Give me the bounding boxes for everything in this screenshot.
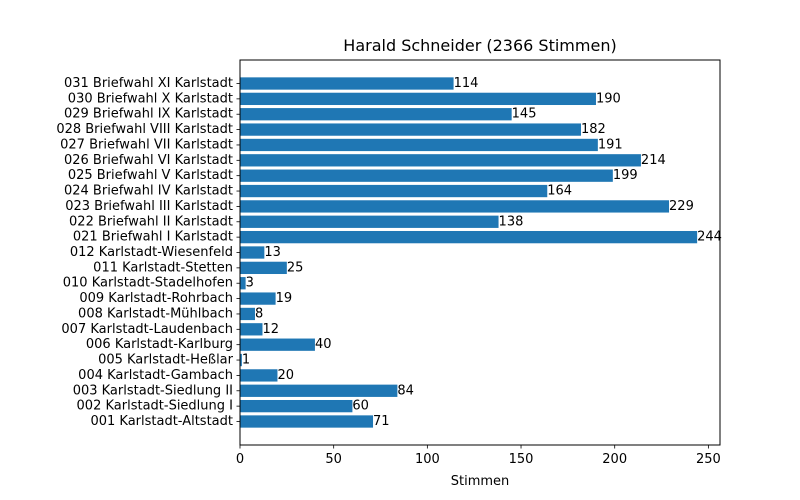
- data-label: 191: [598, 137, 623, 152]
- plot-frame: [239, 59, 721, 446]
- y-tick-label: 031 Briefwahl XI Karlstadt: [64, 76, 233, 91]
- bar: [240, 77, 454, 90]
- data-label: 12: [262, 322, 279, 337]
- bar: [240, 215, 499, 228]
- bar: [240, 323, 263, 336]
- bar: [240, 92, 596, 106]
- data-label: 164: [547, 184, 572, 199]
- x-tick-label: 50: [325, 452, 342, 467]
- data-label: 182: [581, 122, 606, 137]
- bar: [240, 307, 255, 321]
- x-axis-label: Stimmen: [451, 474, 510, 489]
- data-label: 60: [352, 399, 369, 414]
- y-tick-label: 008 Karlstadt-Mühlbach: [78, 306, 233, 321]
- y-tick-label: 024 Briefwahl IV Karlstadt: [64, 184, 233, 199]
- chart-title: Harald Schneider (2366 Stimmen): [343, 36, 616, 55]
- bar: [240, 138, 598, 152]
- x-tick-label: 200: [602, 452, 627, 467]
- y-tick-label: 025 Briefwahl V Karlstadt: [68, 168, 233, 183]
- y-tick-label: 003 Karlstadt-Siedlung II: [73, 383, 233, 398]
- bars-group: [240, 77, 698, 428]
- bar: [240, 353, 242, 367]
- data-label: 199: [613, 168, 638, 183]
- bar: [240, 399, 353, 413]
- y-tick-label: 002 Karlstadt-Siedlung I: [77, 399, 233, 414]
- y-tick-label: 022 Briefwahl II Karlstadt: [69, 214, 233, 229]
- data-label: 8: [255, 306, 263, 321]
- y-tick-label: 027 Briefwahl VII Karlstadt: [60, 137, 233, 152]
- data-label: 19: [276, 291, 293, 306]
- y-tick-label: 026 Briefwahl VI Karlstadt: [64, 153, 233, 168]
- y-tick-label: 006 Karlstadt-Karlburg: [86, 337, 233, 352]
- y-tick-label: 004 Karlstadt-Gambach: [78, 368, 233, 383]
- bar: [240, 369, 278, 382]
- data-label: 40: [315, 337, 332, 352]
- data-label: 25: [287, 260, 304, 275]
- data-label: 190: [596, 91, 621, 106]
- data-label: 138: [499, 214, 524, 229]
- data-label: 214: [641, 153, 666, 168]
- data-label: 145: [512, 107, 537, 122]
- y-tick-label: 005 Karlstadt-Heßlar: [98, 353, 234, 368]
- y-tick-label: 023 Briefwahl III Karlstadt: [65, 199, 233, 214]
- y-tick-label: 010 Karlstadt-Stadelhofen: [63, 276, 233, 291]
- bar: [240, 338, 315, 351]
- y-tick-label: 009 Karlstadt-Rohrbach: [79, 291, 233, 306]
- x-tick-label: 250: [696, 452, 721, 467]
- bar: [240, 261, 287, 275]
- x-tick-label: 150: [509, 452, 534, 467]
- bar: [240, 277, 246, 290]
- bar: [240, 230, 698, 244]
- data-label: 114: [454, 76, 479, 91]
- data-label: 71: [373, 414, 390, 429]
- data-label: 3: [246, 276, 254, 291]
- bar: [240, 108, 512, 121]
- bar: [240, 123, 581, 136]
- y-tick-label: 001 Karlstadt-Altstadt: [90, 414, 233, 429]
- bar: [240, 384, 398, 397]
- data-label: 244: [697, 230, 722, 245]
- bar: [240, 415, 374, 428]
- data-label: 20: [277, 368, 294, 383]
- bar: [240, 184, 548, 198]
- data-label: 13: [264, 245, 281, 260]
- y-tick-label: 030 Briefwahl X Karlstadt: [68, 91, 233, 106]
- y-tick-label: 012 Karlstadt-Wiesenfeld: [70, 245, 233, 260]
- bar: [240, 292, 276, 305]
- y-tick-label: 029 Briefwahl IX Karlstadt: [64, 107, 233, 122]
- x-tick-label: 0: [236, 452, 244, 467]
- x-tick-label: 100: [415, 452, 440, 467]
- y-tick-label: 028 Briefwahl VIII Karlstadt: [56, 122, 233, 137]
- x-axis-ticks: 0 50 100 150 200 250: [236, 445, 721, 467]
- data-label: 1: [242, 353, 250, 368]
- y-tick-label: 011 Karlstadt-Stetten: [93, 260, 233, 275]
- bar: [240, 169, 613, 182]
- y-tick-label: 007 Karlstadt-Laudenbach: [61, 322, 233, 337]
- y-tick-label: 021 Briefwahl I Karlstadt: [73, 230, 233, 245]
- data-label: 84: [397, 383, 414, 398]
- bar: [240, 200, 670, 213]
- bar: [240, 246, 265, 259]
- bar: [240, 154, 641, 167]
- data-label: 229: [669, 199, 694, 214]
